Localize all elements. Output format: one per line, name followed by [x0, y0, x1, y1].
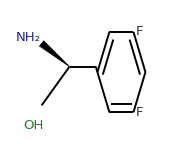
Text: OH: OH — [23, 119, 43, 132]
Text: F: F — [136, 106, 143, 119]
Text: NH₂: NH₂ — [16, 31, 41, 44]
Polygon shape — [39, 41, 70, 67]
Text: F: F — [136, 25, 143, 38]
